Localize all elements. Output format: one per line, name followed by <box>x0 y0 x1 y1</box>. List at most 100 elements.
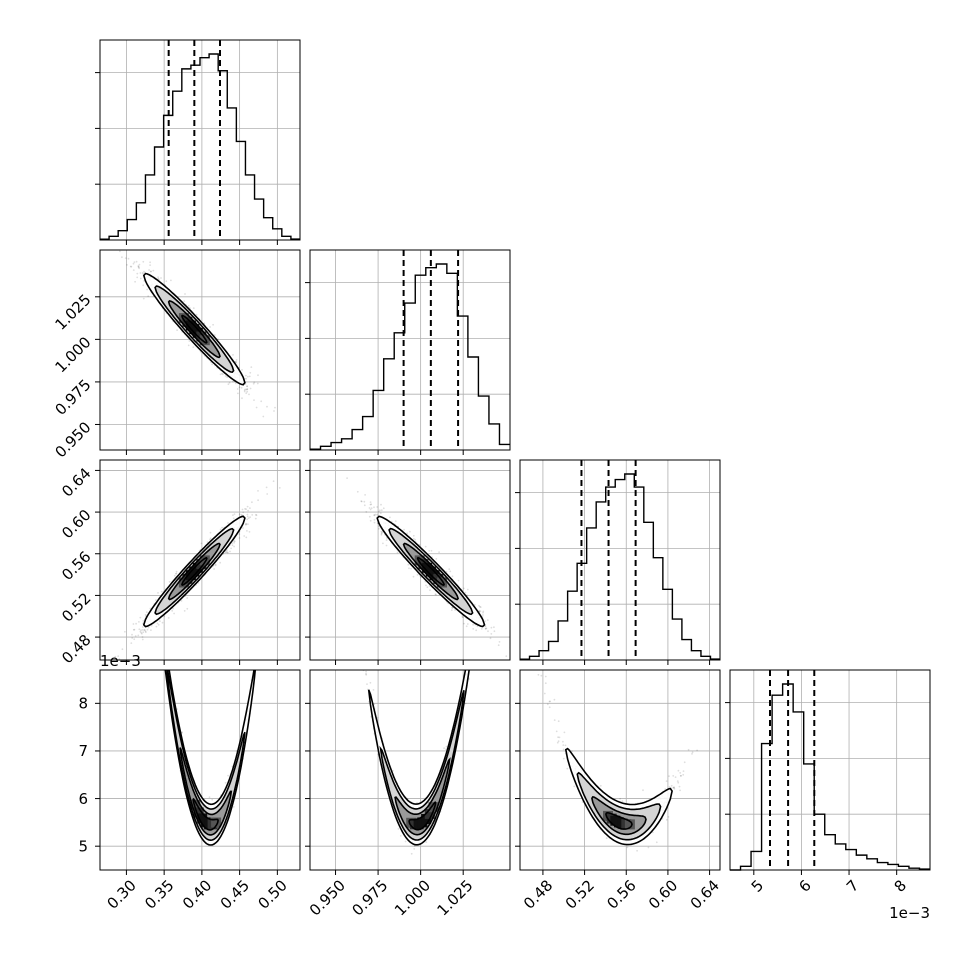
scatter-point <box>144 631 147 634</box>
scatter-point <box>238 513 241 516</box>
scatter-point <box>369 681 372 684</box>
scatter-point <box>412 575 415 578</box>
scatter-point <box>147 626 150 629</box>
scatter-point <box>130 642 133 644</box>
contour-line <box>388 527 474 616</box>
scatter-point <box>412 534 415 537</box>
scatter-point <box>175 572 178 575</box>
scatter-point <box>134 635 137 637</box>
scatter-point <box>450 609 453 612</box>
scatter-point <box>226 551 229 554</box>
scatter-point <box>129 265 132 268</box>
scatter-point <box>461 616 464 618</box>
scatter-point <box>192 307 195 309</box>
scatter-point <box>377 525 380 527</box>
scatter-point <box>365 511 368 513</box>
scatter-point <box>168 580 171 583</box>
scatter-point <box>257 374 259 377</box>
scatter-point <box>140 629 142 632</box>
scatter-point <box>224 782 227 784</box>
scatter-point <box>408 567 410 570</box>
scatter-point <box>242 527 244 529</box>
contour-line <box>167 542 221 601</box>
scatter-point <box>247 517 250 520</box>
scatter-point <box>403 528 405 531</box>
scatter-point <box>429 589 431 592</box>
scatter-point <box>168 667 170 669</box>
scatter-point <box>370 507 373 509</box>
scatter-point <box>443 747 445 749</box>
scatter-point <box>150 270 153 273</box>
contour-line <box>154 527 235 616</box>
scatter-point <box>397 828 400 830</box>
scatter-point <box>238 386 241 389</box>
density-cell <box>199 555 210 566</box>
panel-frame <box>309 459 511 661</box>
density-cell <box>199 335 210 346</box>
scatter-point <box>245 536 248 539</box>
scatter-point <box>374 513 377 516</box>
scatter-point <box>448 568 451 570</box>
scatter-point <box>482 614 484 616</box>
scatter-point <box>245 522 248 525</box>
scatter-point <box>149 261 152 264</box>
scatter-point <box>257 499 259 502</box>
scatter-point <box>139 630 142 633</box>
scatter-point <box>142 260 145 263</box>
scatter-point <box>245 523 248 526</box>
scatter-point <box>255 513 257 516</box>
scatter-point <box>412 537 415 540</box>
scatter-point <box>165 664 167 666</box>
plot-area <box>119 250 276 418</box>
scatter-point <box>233 513 236 515</box>
scatter-point <box>160 277 162 279</box>
scatter-point <box>148 269 151 271</box>
scatter-point <box>184 293 186 295</box>
scatter-point <box>157 592 159 594</box>
scatter-point <box>132 628 135 631</box>
scatter-point <box>121 256 123 259</box>
scatter-point <box>373 521 376 524</box>
scatter-point <box>336 451 338 453</box>
panel-frame <box>99 459 301 661</box>
density-core <box>178 313 210 346</box>
scatter-point <box>226 551 229 553</box>
panel-frame <box>99 39 301 241</box>
scatter-point <box>142 297 145 300</box>
scatter-point <box>145 611 148 614</box>
scatter-point <box>149 607 152 610</box>
scatter-point <box>243 535 246 537</box>
scatter-panel-r2-c1 <box>305 459 511 665</box>
scatter-point <box>372 689 375 691</box>
scatter-point <box>131 637 134 639</box>
scatter-point <box>124 630 126 633</box>
scatter-point <box>161 621 164 624</box>
scatter-point <box>389 516 391 519</box>
scatter-point <box>230 547 233 550</box>
scatter-point <box>228 381 231 384</box>
contour-line <box>416 556 445 586</box>
scatter-point <box>232 514 234 516</box>
scatter-point <box>482 611 484 614</box>
scatter-point <box>140 631 143 634</box>
scatter-point <box>246 385 249 388</box>
scatter-point <box>376 513 379 516</box>
scatter-point <box>245 392 248 395</box>
scatter-point <box>382 507 385 510</box>
scatter-point <box>121 648 124 651</box>
scatter-point <box>246 390 249 393</box>
scatter-point <box>364 494 366 496</box>
density-cell <box>437 577 447 588</box>
scatter-point <box>138 621 140 623</box>
scatter-point <box>142 273 145 275</box>
scatter-point <box>212 323 215 326</box>
scatter-point <box>377 510 380 513</box>
scatter-panel-r1-c0 <box>95 249 301 455</box>
scatter-point <box>124 257 127 259</box>
scatter-point <box>425 841 428 843</box>
scatter-point <box>246 530 248 532</box>
scatter-point <box>438 551 440 553</box>
scatter-point <box>224 375 227 377</box>
scatter-point <box>133 638 136 641</box>
scatter-point <box>249 507 251 509</box>
